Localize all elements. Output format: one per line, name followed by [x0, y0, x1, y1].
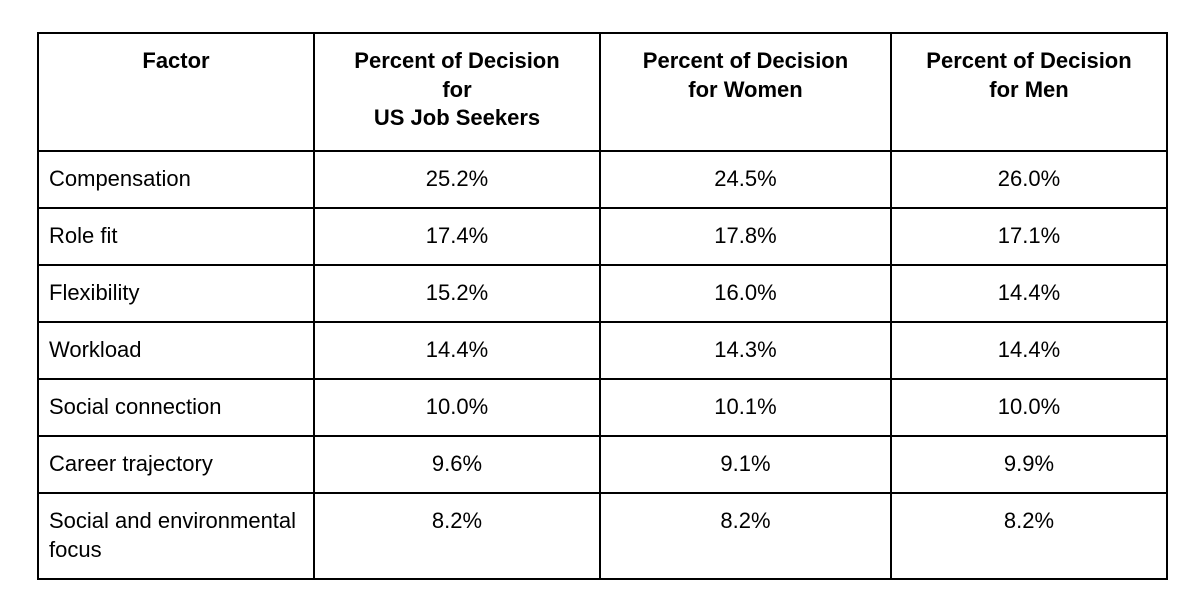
cell-factor: Social connection — [37, 378, 315, 437]
cell-us-job-seekers: 15.2% — [313, 264, 601, 323]
cell-us-job-seekers: 9.6% — [313, 435, 601, 494]
cell-women: 10.1% — [599, 378, 892, 437]
cell-us-job-seekers: 14.4% — [313, 321, 601, 380]
cell-men: 17.1% — [890, 207, 1168, 266]
cell-factor: Career trajectory — [37, 435, 315, 494]
table-row: Role fit 17.4% 17.8% 17.1% — [37, 207, 1168, 266]
cell-men: 8.2% — [890, 492, 1168, 580]
cell-women: 9.1% — [599, 435, 892, 494]
column-header-women: Percent of Decision for Women — [599, 32, 892, 152]
cell-us-job-seekers: 10.0% — [313, 378, 601, 437]
table-row: Flexibility 15.2% 16.0% 14.4% — [37, 264, 1168, 323]
decision-factors-table: Factor Percent of Decision for US Job Se… — [37, 32, 1168, 580]
cell-factor: Compensation — [37, 150, 315, 209]
table-row: Social connection 10.0% 10.1% 10.0% — [37, 378, 1168, 437]
table-row: Social and environmental focus 8.2% 8.2%… — [37, 492, 1168, 580]
cell-women: 16.0% — [599, 264, 892, 323]
cell-women: 14.3% — [599, 321, 892, 380]
cell-men: 10.0% — [890, 378, 1168, 437]
cell-us-job-seekers: 25.2% — [313, 150, 601, 209]
cell-men: 9.9% — [890, 435, 1168, 494]
cell-factor: Flexibility — [37, 264, 315, 323]
column-header-men: Percent of Decision for Men — [890, 32, 1168, 152]
cell-women: 17.8% — [599, 207, 892, 266]
header-row: Factor Percent of Decision for US Job Se… — [37, 32, 1168, 152]
table-row: Workload 14.4% 14.3% 14.4% — [37, 321, 1168, 380]
cell-men: 14.4% — [890, 264, 1168, 323]
cell-men: 26.0% — [890, 150, 1168, 209]
table-row: Career trajectory 9.6% 9.1% 9.9% — [37, 435, 1168, 494]
cell-us-job-seekers: 17.4% — [313, 207, 601, 266]
column-header-us-job-seekers: Percent of Decision for US Job Seekers — [313, 32, 601, 152]
cell-factor: Social and environmental focus — [37, 492, 315, 580]
cell-men: 14.4% — [890, 321, 1168, 380]
cell-women: 8.2% — [599, 492, 892, 580]
cell-factor: Role fit — [37, 207, 315, 266]
table-row: Compensation 25.2% 24.5% 26.0% — [37, 150, 1168, 209]
column-header-factor: Factor — [37, 32, 315, 152]
cell-factor: Workload — [37, 321, 315, 380]
cell-us-job-seekers: 8.2% — [313, 492, 601, 580]
cell-women: 24.5% — [599, 150, 892, 209]
